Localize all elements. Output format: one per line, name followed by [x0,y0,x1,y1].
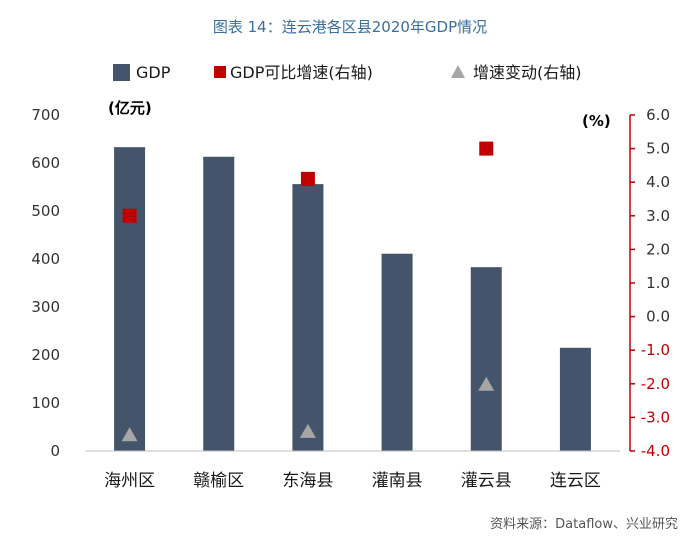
legend-growth-label: GDP可比增速(右轴) [230,63,373,82]
right-axis-unit: (%) [582,112,611,130]
right-tick-label: 6.0 [646,106,670,124]
right-tick-label: 3.0 [646,207,670,225]
left-tick-label: 200 [31,346,60,364]
left-tick-label: 700 [31,106,60,124]
right-axis: -4.0 -3.0 -2.0 -1.0 0.0 1.0 2.0 3.0 4.0 5.0 6.0 [629,106,670,460]
source-note: 资料来源：Dataflow、兴业研究 [490,517,678,532]
right-tick-label: -3.0 [641,408,670,426]
gdp-bar [203,156,235,451]
right-tick-label: 0.0 [646,308,670,326]
gdp-bar [292,184,324,451]
category-label: 东海县 [282,471,333,491]
right-tick-label: -1.0 [641,341,670,359]
gdp-bar [381,253,413,451]
legend-gdp-swatch [113,64,130,81]
category-label: 连云区 [550,471,601,491]
marker-series [121,141,495,442]
left-tick-label: 0 [50,442,60,460]
category-label: 海州区 [104,471,155,491]
left-axis-ticks: 0 100 200 300 400 500 600 700 [31,106,60,460]
left-tick-label: 300 [31,298,60,316]
chart-legend: GDP GDP可比增速(右轴) 增速变动(右轴) [113,63,582,82]
right-tick-label: 2.0 [646,240,670,258]
growth-rate-marker [300,171,315,186]
category-label: 灌云县 [461,471,512,491]
chart-title: 图表 14：连云港各区县2020年GDP情况 [213,18,487,36]
right-tick-label: -2.0 [641,375,670,393]
category-labels: 海州区 赣榆区 东海县 灌南县 灌云县 连云区 [104,471,601,491]
growth-change-marker [121,427,138,442]
left-tick-label: 100 [31,394,60,412]
left-tick-label: 600 [31,154,60,172]
category-label: 灌南县 [372,471,423,491]
bar-series [114,147,591,451]
growth-rate-marker [122,208,137,223]
growth-change-marker [299,423,316,438]
right-tick-label: 4.0 [646,173,670,191]
gdp-bar [559,347,591,451]
gdp-bar [470,267,502,451]
right-tick-label: -4.0 [641,442,670,460]
legend-change-swatch [451,65,465,78]
growth-change-marker [478,376,495,391]
right-tick-label: 5.0 [646,140,670,158]
legend-change-label: 增速变动(右轴) [473,63,582,82]
left-tick-label: 400 [31,250,60,268]
right-tick-label: 1.0 [646,274,670,292]
left-tick-label: 500 [31,202,60,220]
gdp-bar [114,147,146,451]
legend-gdp-label: GDP [136,63,171,82]
left-axis-unit: (亿元) [108,99,152,117]
legend-growth-swatch [214,66,226,78]
growth-rate-marker [479,141,494,156]
category-label: 赣榆区 [193,471,244,491]
